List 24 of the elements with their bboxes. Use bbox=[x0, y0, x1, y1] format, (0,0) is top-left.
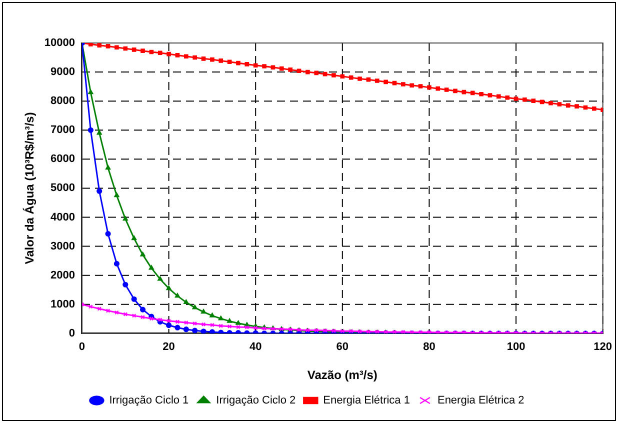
legend-label: Energia Elétrica 1 bbox=[323, 394, 410, 407]
y-tick-label: 10000 bbox=[44, 37, 75, 50]
x-tick-label: 20 bbox=[162, 341, 175, 354]
legend-label: Energia Elétrica 2 bbox=[437, 394, 524, 407]
y-tick-label: 6000 bbox=[50, 153, 75, 166]
x-tick-label: 40 bbox=[249, 341, 262, 354]
y-tick-label: 3000 bbox=[50, 240, 75, 252]
x-tick-label: 80 bbox=[423, 341, 436, 354]
y-tick-label: 8000 bbox=[50, 95, 75, 108]
y-tick-label: 5000 bbox=[50, 182, 75, 194]
y-tick-label: 1000 bbox=[50, 298, 75, 310]
y-tick-label: 7000 bbox=[50, 124, 75, 136]
y-axis-title: Valor da Água (10³R$/m³/s) bbox=[22, 112, 37, 264]
x-tick-label: 60 bbox=[336, 341, 349, 354]
y-tick-label: 0 bbox=[68, 327, 75, 340]
y-tick-label: 4000 bbox=[50, 211, 75, 224]
legend-label: Irrigação Ciclo 1 bbox=[109, 394, 189, 407]
x-tick-label: 120 bbox=[594, 341, 612, 354]
x-axis-title: Vazão (m³/s) bbox=[307, 368, 378, 382]
x-tick-label: 100 bbox=[506, 341, 526, 354]
y-tick-label: 9000 bbox=[50, 66, 75, 78]
legend-label: Irrigação Ciclo 2 bbox=[216, 394, 296, 407]
y-tick-label: 2000 bbox=[50, 269, 75, 282]
x-tick-label: 0 bbox=[78, 341, 86, 354]
